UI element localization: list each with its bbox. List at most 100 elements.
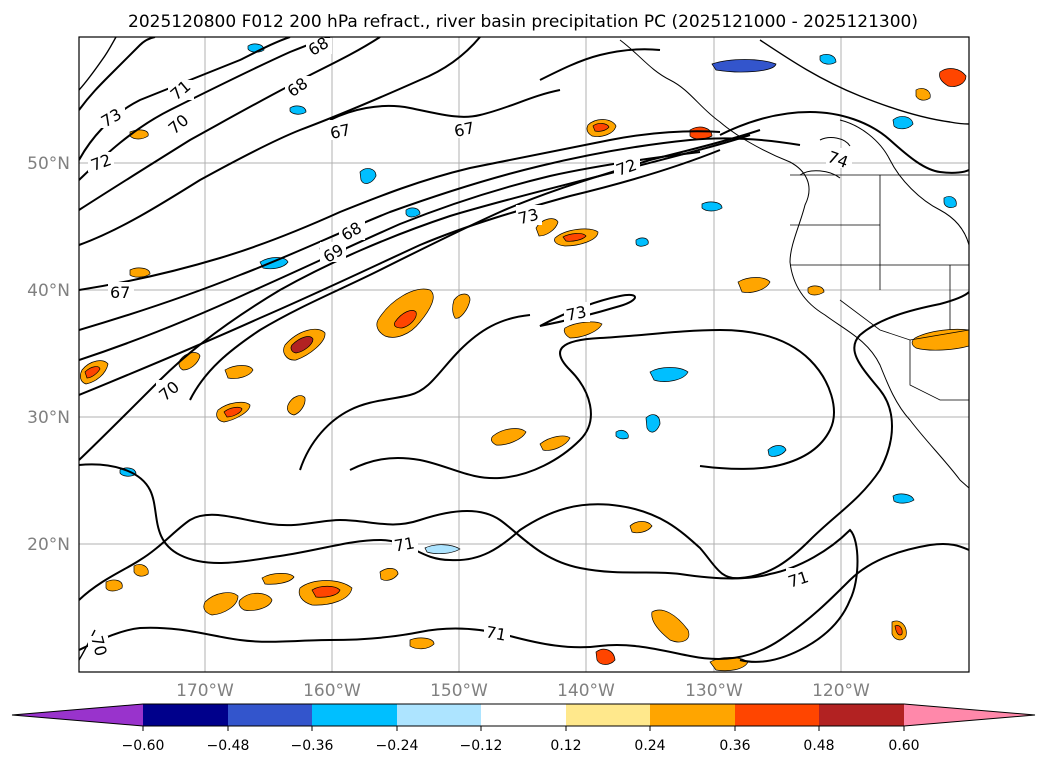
- precip-patch: [635, 237, 649, 247]
- label-halo: [166, 114, 192, 134]
- precip-patch: [615, 430, 629, 440]
- contour-label: 70: [87, 634, 111, 659]
- colorbar-tick-label: −0.48: [207, 738, 250, 754]
- lat-label-50n: 50°N: [27, 154, 70, 174]
- contour-label: 71: [484, 622, 507, 644]
- precip-patch: [424, 544, 461, 555]
- label-halo: [564, 302, 590, 322]
- lon-label-170w: 170°W: [176, 681, 234, 701]
- colorbar-tick-label: 0.48: [803, 738, 834, 754]
- colorbar-bin: [481, 704, 566, 726]
- precip-patch: [629, 521, 653, 534]
- colorbar-tick-label: −0.60: [122, 738, 165, 754]
- precip-patch: [129, 267, 151, 278]
- precip-patch: [379, 568, 399, 581]
- precip-patch: [915, 88, 931, 101]
- precip-patch: [287, 395, 306, 416]
- precip-patch: [311, 585, 341, 598]
- precip-patch: [405, 207, 421, 218]
- label-halo: [484, 622, 510, 642]
- map-frame: [78, 36, 970, 673]
- precip-patch: [737, 277, 771, 293]
- colorbar-tick-label: −0.24: [376, 738, 419, 754]
- precip-patch: [452, 293, 471, 319]
- precip-patch: [129, 129, 149, 140]
- lon-label-160w: 160°W: [303, 681, 361, 701]
- precip-patch: [892, 493, 915, 504]
- contour-line: [79, 37, 117, 91]
- lat-label-20n: 20°N: [27, 535, 70, 555]
- precip-patch: [290, 336, 314, 354]
- precip-patch: [943, 196, 957, 208]
- figure-title: 2025120800 F012 200 hPa refract., river …: [128, 12, 918, 32]
- colorbar: −0.60 −0.48 −0.36 −0.24 −0.12 0.12 0.24 …: [11, 703, 1036, 754]
- label-halo: [339, 220, 365, 240]
- colorbar-tick-label: 0.12: [550, 738, 581, 754]
- precip-patch: [289, 105, 307, 115]
- border-line: [909, 340, 969, 401]
- label-halo: [516, 205, 542, 225]
- precip-patch: [767, 445, 787, 457]
- west-coast: [619, 39, 969, 489]
- contour-line: [79, 137, 801, 331]
- precip-patch: [911, 328, 969, 351]
- label-halo: [452, 118, 478, 138]
- colorbar-bin: [143, 704, 228, 726]
- precip-patch: [223, 406, 243, 418]
- coast-inlet: [839, 119, 969, 246]
- contour-line: [349, 328, 835, 480]
- precip-patch: [701, 201, 723, 212]
- precip-patch: [539, 435, 571, 451]
- island-coast: [799, 137, 851, 179]
- political-borders: [790, 174, 969, 401]
- colorbar-extend-low: [12, 704, 143, 726]
- label-halo: [168, 80, 194, 100]
- contour-label: 73: [564, 302, 588, 325]
- contour-label: 67: [452, 118, 476, 141]
- contour-label: 67: [110, 283, 130, 302]
- contour-line: [79, 149, 721, 396]
- precip-patch: [595, 648, 616, 665]
- label-halo: [97, 108, 125, 128]
- contour-line: [329, 89, 561, 121]
- label-halo: [320, 242, 346, 262]
- contour-labels: 73 72 71 70 69 68 67 67 67 72: [87, 37, 852, 662]
- precip-patch: [711, 59, 777, 73]
- contour-label: 67: [328, 120, 352, 143]
- contour-line: [79, 130, 721, 291]
- precip-patch: [394, 310, 417, 329]
- contour-line: [79, 37, 481, 246]
- border-line: [790, 224, 881, 290]
- label-halo: [328, 120, 354, 140]
- label-halo: [392, 533, 418, 553]
- label-halo: [108, 282, 134, 302]
- label-halo: [614, 156, 640, 176]
- precip-patch: [203, 592, 239, 616]
- label-halo: [826, 148, 852, 168]
- precip-patch: [84, 366, 101, 379]
- precip-patch: [807, 285, 825, 296]
- contour-line: [299, 314, 531, 471]
- border-line: [839, 299, 969, 341]
- precip-patch: [238, 592, 273, 611]
- precip-patch: [105, 579, 123, 592]
- contour-label: 71: [393, 533, 416, 555]
- contour-line: [79, 151, 701, 361]
- precip-patch: [939, 68, 967, 87]
- contour-line: [79, 37, 156, 111]
- colorbar-ticks: [142, 726, 905, 731]
- colorbar-tick-label: 0.60: [888, 738, 919, 754]
- precip-patch: [592, 123, 610, 132]
- precip-patch: [259, 257, 289, 270]
- contour-line: [759, 39, 969, 125]
- contour-label: 73: [516, 205, 541, 229]
- precip-patch: [359, 168, 377, 184]
- coastline: [619, 39, 969, 489]
- latitude-labels: 50°N 40°N 30°N 20°N: [27, 154, 70, 555]
- colorbar-bin: [397, 704, 481, 726]
- precip-patch: [892, 116, 914, 130]
- colorbar-bin: [228, 704, 312, 726]
- precip-patch: [563, 321, 603, 339]
- precip-patch: [562, 233, 587, 242]
